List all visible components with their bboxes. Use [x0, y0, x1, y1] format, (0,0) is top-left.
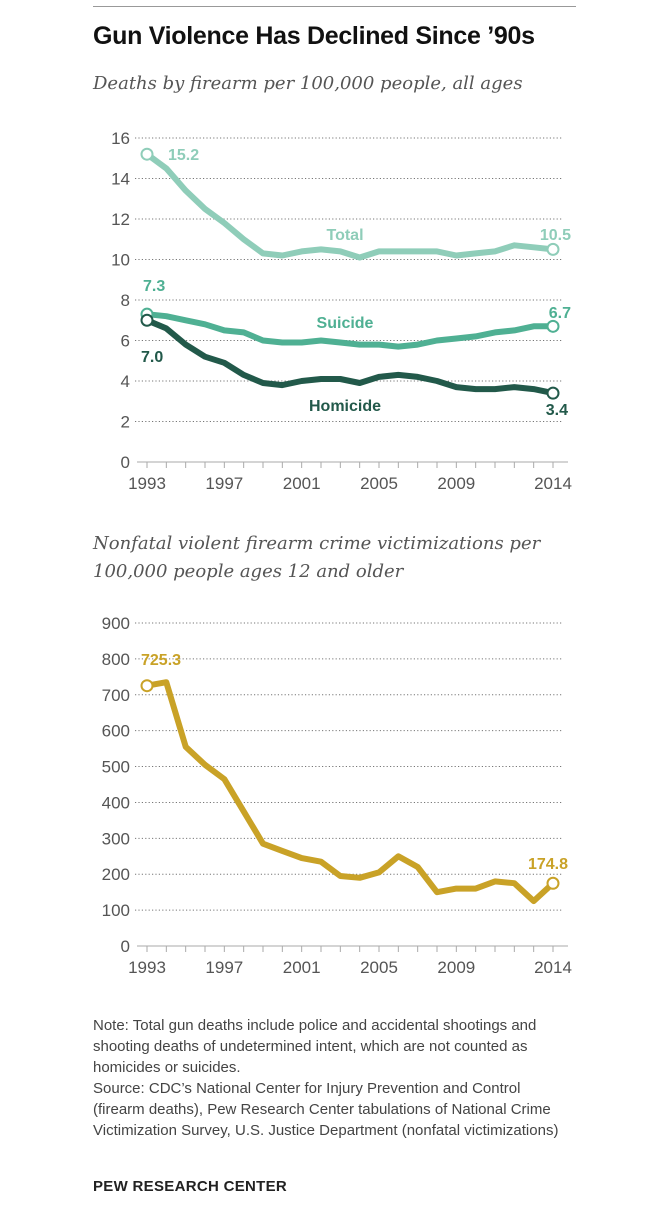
top-rule	[93, 6, 576, 7]
nonfatal-chart: 0 100 200 300 400 500 600 700 800 900 1993 1997 2001…	[102, 614, 572, 977]
endpoint-marker	[140, 313, 154, 327]
deaths-chart: 0 2 4 6 8 10 12 14 16 1993 1997 2001 2005 2009 2014 15.…	[111, 129, 572, 493]
y-tick-label: 700	[102, 686, 130, 705]
x-tick-label: 2009	[437, 958, 475, 977]
x-tick-label: 2001	[283, 474, 321, 493]
y-tick-label: 6	[121, 332, 130, 351]
y-tick-label: 900	[102, 614, 130, 633]
y-tick-label: 200	[102, 865, 130, 884]
series-name-label: Total	[326, 227, 363, 244]
y-tick-label: 300	[102, 829, 130, 848]
y-tick-label: 4	[121, 372, 130, 391]
endpoint-marker	[546, 319, 560, 333]
endpoint-marker	[546, 386, 560, 400]
series-line-total	[144, 151, 556, 261]
note: Note: Total gun deaths include police an…	[93, 1015, 563, 1141]
series-name-label: Suicide	[317, 315, 374, 332]
x-tick-label: 2005	[360, 474, 398, 493]
series-name-label: Homicide	[309, 398, 381, 415]
start-value-label: 725.3	[141, 652, 181, 669]
x-tick-label: 2001	[283, 958, 321, 977]
y-tick-label: 12	[111, 210, 130, 229]
y-tick-label: 100	[102, 901, 130, 920]
start-value-label: 15.2	[168, 147, 199, 164]
endpoint-marker	[546, 242, 560, 256]
x-tick-label: 1997	[205, 958, 243, 977]
source-text: Source: CDC’s National Center for Injury…	[93, 1080, 559, 1139]
y-tick-label: 0	[121, 453, 130, 472]
x-tick-label: 1997	[205, 474, 243, 493]
y-tick-label: 10	[111, 251, 130, 270]
note-text: Note: Total gun deaths include police an…	[93, 1017, 537, 1076]
y-tick-label: 400	[102, 793, 130, 812]
endpoint-marker	[140, 147, 154, 161]
x-tick-label: 1993	[128, 474, 166, 493]
brand-logo-text: PEW RESEARCH CENTER	[93, 1178, 288, 1195]
x-tick-label: 2009	[437, 474, 475, 493]
series-line-suicide	[144, 311, 556, 350]
x-tick-label: 2014	[534, 474, 572, 493]
y-tick-label: 2	[121, 413, 130, 432]
y-tick-label: 600	[102, 722, 130, 741]
chart2-subtitle: Nonfatal violent firearm crime victimiza…	[93, 533, 541, 582]
chart1-subtitle: Deaths by firearm per 100,000 people, al…	[93, 73, 523, 94]
y-tick-label: 16	[111, 129, 130, 148]
y-tick-label: 8	[121, 291, 130, 310]
series-line-nonfatal	[144, 679, 556, 905]
y-tick-label: 500	[102, 758, 130, 777]
x-tick-label: 1993	[128, 958, 166, 977]
end-value-label: 10.5	[540, 227, 571, 244]
y-tick-label: 800	[102, 650, 130, 669]
endpoint-marker	[140, 679, 154, 693]
start-value-label: 7.0	[141, 349, 163, 366]
series-line-homicide	[144, 317, 556, 397]
x-tick-label: 2014	[534, 958, 572, 977]
y-tick-label: 14	[111, 170, 130, 189]
end-value-label: 6.7	[549, 305, 571, 322]
y-tick-label: 0	[121, 937, 130, 956]
end-value-label: 3.4	[546, 402, 568, 419]
start-value-label: 7.3	[143, 278, 165, 295]
end-value-label: 174.8	[528, 856, 568, 873]
chart-title: Gun Violence Has Declined Since ’90s	[93, 22, 535, 50]
endpoint-marker	[546, 876, 560, 890]
x-tick-label: 2005	[360, 958, 398, 977]
